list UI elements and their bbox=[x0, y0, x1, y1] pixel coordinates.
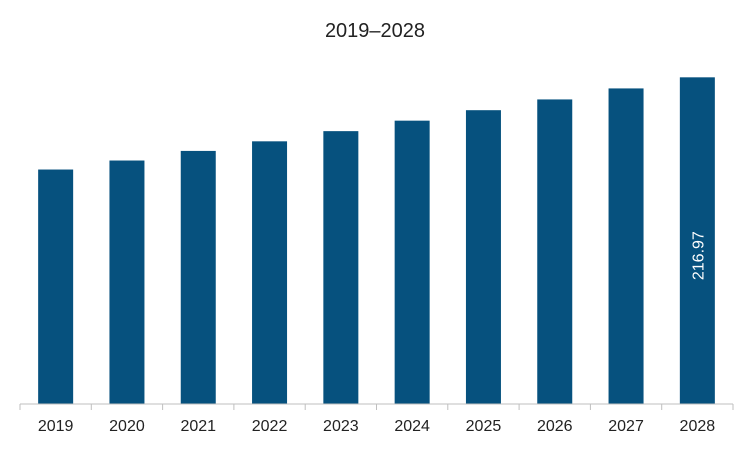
x-tick-label-2024: 2024 bbox=[394, 418, 430, 435]
bar-2022 bbox=[252, 141, 288, 404]
x-tick-label-2019: 2019 bbox=[38, 418, 74, 435]
x-tick-label-2026: 2026 bbox=[537, 418, 573, 435]
x-tick-label-2027: 2027 bbox=[608, 418, 644, 435]
chart-title: 2019–2028 bbox=[325, 20, 425, 42]
bar-2028 bbox=[679, 77, 715, 404]
data-labels-group: 216.97 bbox=[690, 231, 707, 280]
bar-2027 bbox=[608, 88, 644, 405]
x-tick-label-2023: 2023 bbox=[323, 418, 359, 435]
bar-2023 bbox=[323, 131, 359, 404]
bar-2025 bbox=[465, 110, 501, 404]
bar-2026 bbox=[537, 99, 573, 405]
x-tick-label-2022: 2022 bbox=[252, 418, 288, 435]
bars-group bbox=[38, 77, 715, 405]
bar-2021 bbox=[180, 150, 216, 404]
x-axis-labels: 2019 2020 2021 2022 2023 2024 2025 2026 2027 2028 bbox=[38, 418, 715, 435]
x-tick-label-2028: 2028 bbox=[680, 418, 716, 435]
bar-2020 bbox=[109, 160, 145, 404]
bar-2024 bbox=[394, 120, 430, 404]
bar-2019 bbox=[38, 169, 74, 404]
data-label-2028: 216.97 bbox=[690, 231, 707, 280]
x-axis-ticks bbox=[19, 404, 734, 410]
x-tick-label-2021: 2021 bbox=[180, 418, 216, 435]
x-tick-label-2020: 2020 bbox=[109, 418, 145, 435]
x-tick-label-2025: 2025 bbox=[466, 418, 502, 435]
